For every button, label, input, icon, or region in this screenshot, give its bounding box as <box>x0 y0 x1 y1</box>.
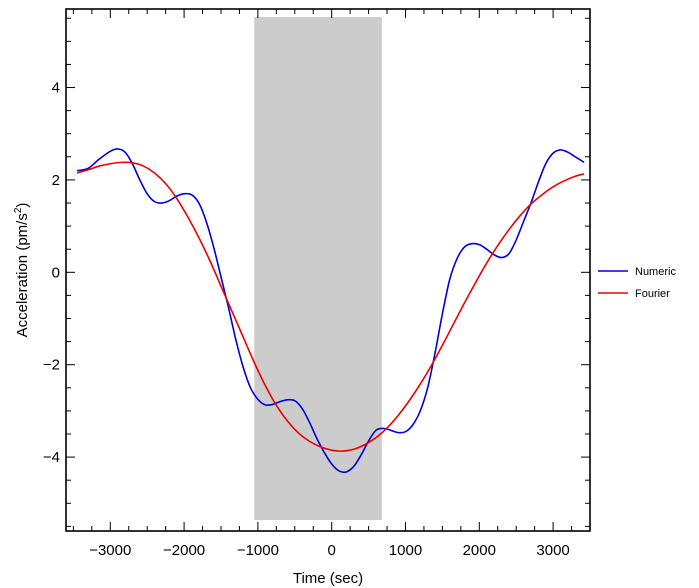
plot-frame <box>65 8 591 532</box>
legend: Numeric Fourier <box>598 266 676 300</box>
legend-label-numeric: Numeric <box>635 266 676 278</box>
x-tick-label: −3000 <box>89 542 131 559</box>
y-tick-label: −4 <box>43 449 60 466</box>
x-tick-label: 0 <box>328 542 336 559</box>
shaded-region <box>254 17 382 520</box>
x-tick-label: 3000 <box>536 542 569 559</box>
series-line-numeric <box>76 148 585 474</box>
x-axis-title: Time (sec) <box>293 570 363 587</box>
y-tick-label: 2 <box>52 172 60 189</box>
legend-label-fourier: Fourier <box>635 288 670 300</box>
x-tick-label: 2000 <box>463 542 496 559</box>
x-tick-label: −2000 <box>163 542 205 559</box>
y-axis-title: Acceleration (pm/s2) <box>13 203 31 338</box>
y-tick-label: −2 <box>43 357 60 374</box>
y-tick-label: 0 <box>52 264 60 281</box>
x-tick-label: 1000 <box>389 542 422 559</box>
x-tick-label: −1000 <box>237 542 279 559</box>
y-tick-label: 4 <box>52 80 60 97</box>
series-line-fourier <box>76 161 585 452</box>
